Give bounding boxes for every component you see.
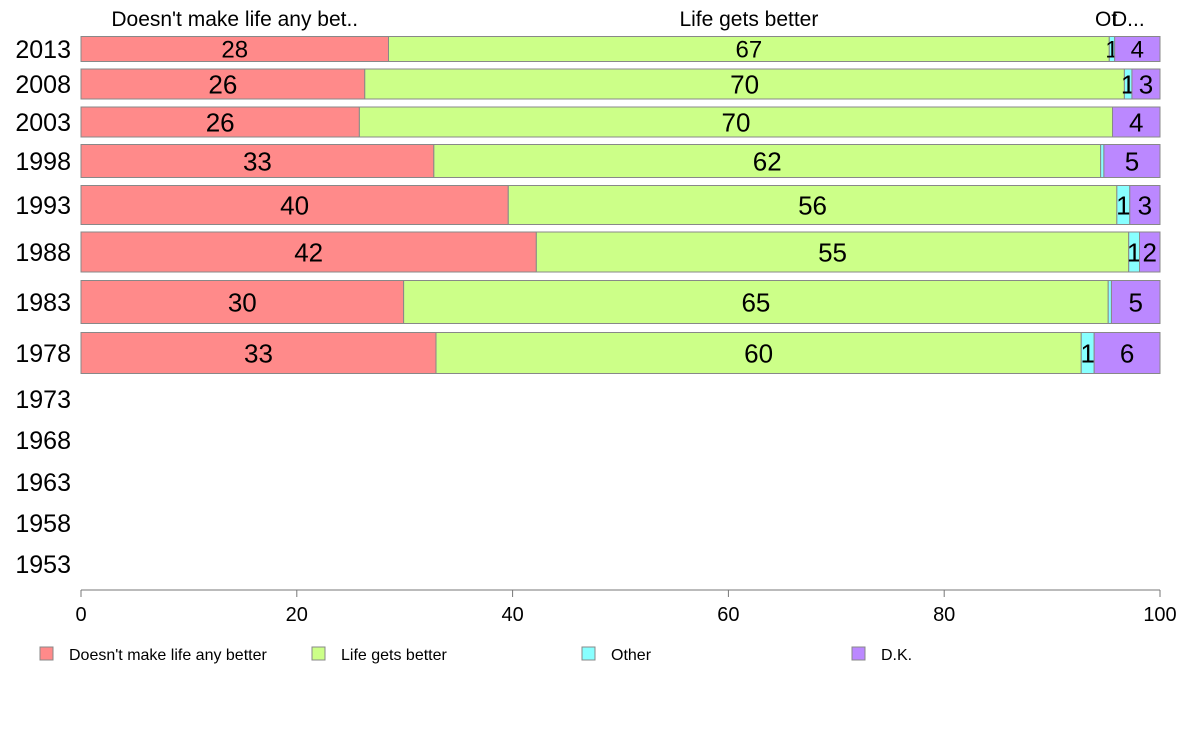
bar-1983-seg-0 — [80, 280, 405, 324]
value-label-1988-seg-0: 42 — [294, 237, 323, 267]
value-label-1993-seg-1: 56 — [798, 190, 827, 220]
legend-label-2: Other — [611, 647, 652, 664]
bar-1988-seg-3 — [1138, 231, 1161, 273]
series-headers: Doesn't make life any bet.. Life gets bet… — [111, 8, 1144, 31]
series-header-1: Life gets better — [679, 8, 818, 31]
value-label-2013-seg-1: 67 — [736, 37, 763, 64]
legend-label-1: Life gets better — [341, 647, 448, 664]
bar-1993-seg-1 — [507, 185, 1118, 225]
bar-1993-seg-0 — [80, 185, 509, 225]
bar-2013-seg-3 — [1114, 36, 1161, 62]
x-axis: 0 20 40 60 80 100 — [75, 589, 1177, 626]
year-label-1988: 1988 — [15, 239, 71, 267]
value-label-2008-seg-3: 3 — [1139, 69, 1153, 99]
value-label-1998-seg-3: 5 — [1125, 146, 1139, 176]
legend-label-3: D.K. — [881, 647, 912, 664]
value-label-2008-seg-1: 70 — [730, 69, 759, 99]
x-tick-label-3: 60 — [717, 604, 739, 626]
bar-2013-seg-1 — [388, 36, 1110, 62]
x-tick-label-4: 80 — [933, 604, 955, 626]
bar-1988-seg-0 — [80, 231, 537, 273]
bar-1993-seg-3 — [1129, 185, 1161, 225]
year-label-2013: 2013 — [15, 36, 71, 64]
bar-2003-seg-3 — [1112, 106, 1161, 138]
year-label-1983: 1983 — [15, 289, 71, 317]
legend-label-0: Doesn't make life any better — [69, 647, 267, 664]
bar-1983-seg-1 — [403, 280, 1109, 324]
x-tick-label-0: 0 — [75, 604, 86, 626]
bar-1978-seg-3 — [1093, 332, 1161, 374]
legend-swatch-3 — [851, 646, 866, 661]
year-label-1958: 1958 — [15, 510, 71, 538]
value-label-1978-seg-1: 60 — [744, 338, 773, 368]
legend-item-1: Life gets better — [311, 646, 448, 664]
bar-2003-seg-1 — [358, 106, 1114, 138]
value-label-1998-seg-1: 62 — [753, 146, 782, 176]
legend-swatch-1 — [311, 646, 326, 661]
value-label-1988-seg-3: 2 — [1143, 237, 1157, 267]
bar-1998-seg-3 — [1103, 144, 1161, 178]
year-label-1993: 1993 — [15, 192, 71, 220]
value-label-1998-seg-0: 33 — [243, 146, 272, 176]
value-label-1993-seg-2: 1 — [1116, 190, 1130, 220]
bar-2008-seg-3 — [1131, 68, 1161, 100]
x-tick-label-5: 100 — [1143, 604, 1176, 626]
value-label-2013-seg-0: 28 — [221, 37, 248, 64]
bars: 28 67 1 426 70 1 326 70 433 62 540 56 1 342 55 1 230 65 53… — [80, 36, 1161, 374]
value-label-1978-seg-0: 33 — [244, 338, 273, 368]
legend-swatch-0 — [39, 646, 54, 661]
value-label-2008-seg-0: 26 — [208, 69, 237, 99]
value-label-1983-seg-0: 30 — [228, 287, 257, 317]
year-label-1973: 1973 — [15, 386, 71, 414]
value-label-1993-seg-3: 3 — [1138, 190, 1152, 220]
legend-item-3: D.K. — [851, 646, 912, 664]
year-label-1998: 1998 — [15, 148, 71, 176]
value-label-1978-seg-2: 1 — [1080, 338, 1094, 368]
x-tick-label-1: 20 — [286, 604, 308, 626]
year-label-1963: 1963 — [15, 469, 71, 497]
year-label-1978: 1978 — [15, 340, 71, 368]
value-label-1988-seg-1: 55 — [818, 237, 847, 267]
value-label-2003-seg-3: 4 — [1129, 107, 1143, 137]
series-header-0: Doesn't make life any bet.. — [111, 8, 358, 31]
bar-1998-seg-0 — [80, 144, 435, 178]
legend-swatch-2 — [581, 646, 596, 661]
value-label-1983-seg-3: 5 — [1128, 287, 1142, 317]
legend-item-2: Other — [581, 646, 652, 664]
legend: Doesn't make life any better Life gets be… — [39, 646, 912, 664]
legend-item-0: Doesn't make life any better — [39, 646, 267, 664]
x-tick-label-2: 40 — [501, 604, 523, 626]
year-label-1968: 1968 — [15, 427, 71, 455]
value-label-2013-seg-3: 4 — [1131, 37, 1144, 64]
bar-2008-seg-1 — [364, 68, 1125, 100]
value-label-1988-seg-2: 1 — [1127, 237, 1141, 267]
value-label-1983-seg-1: 65 — [741, 287, 770, 317]
bar-1978-seg-0 — [80, 332, 437, 374]
series-header-2: Ot — [1095, 8, 1117, 31]
year-label-2008: 2008 — [15, 71, 71, 99]
value-label-1978-seg-3: 6 — [1120, 338, 1134, 368]
year-label-2003: 2003 — [15, 109, 71, 137]
series-header-3: D... — [1112, 8, 1145, 31]
year-label-1953: 1953 — [15, 551, 71, 579]
bar-1983-seg-3 — [1110, 280, 1161, 324]
bar-1988-seg-1 — [535, 231, 1130, 273]
value-label-1993-seg-0: 40 — [280, 190, 309, 220]
year-labels: 2013 2008 2003 1998 1993 1988 1983 1978 1973 1968… — [15, 36, 71, 579]
bar-1998-seg-1 — [433, 144, 1102, 178]
bar-1978-seg-1 — [435, 332, 1082, 374]
value-label-2003-seg-0: 26 — [206, 107, 235, 137]
value-label-2003-seg-1: 70 — [721, 107, 750, 137]
